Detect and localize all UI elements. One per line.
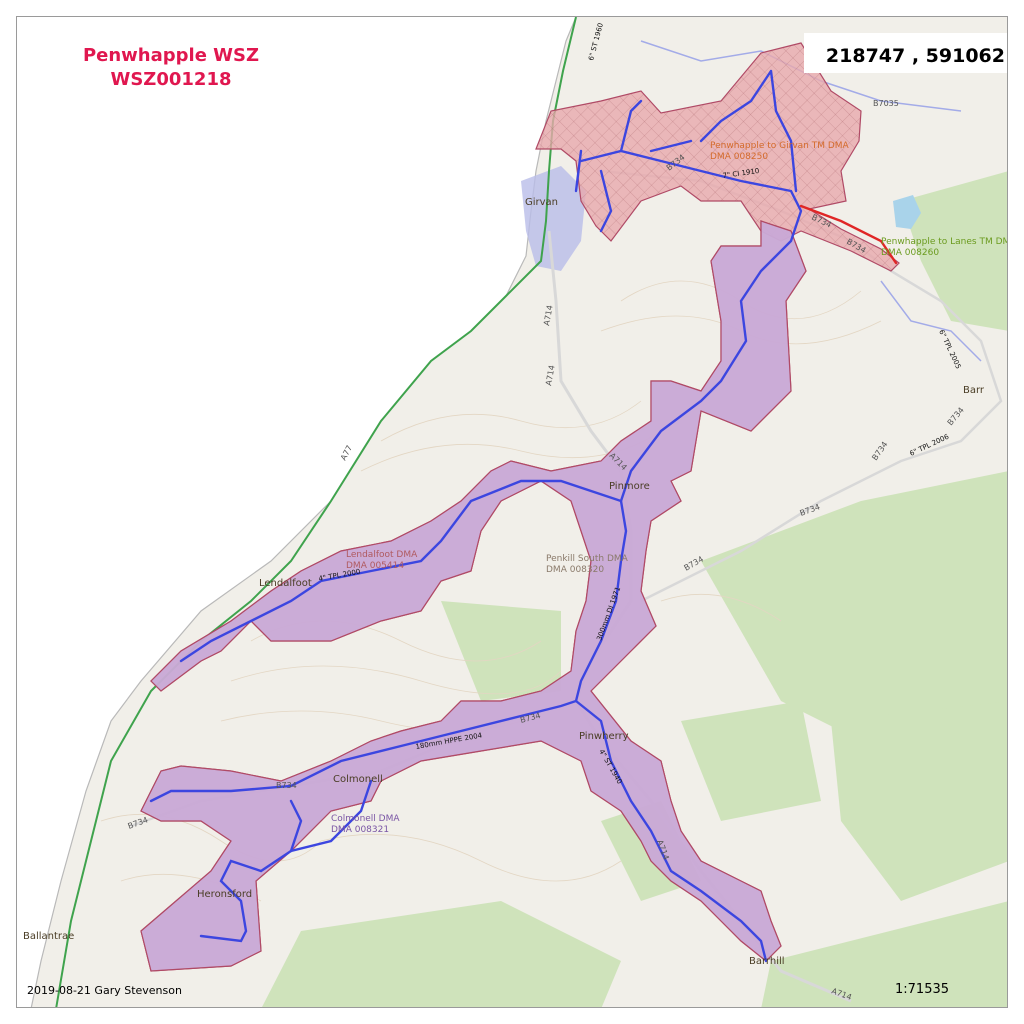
a77-road	[55, 17, 577, 1007]
red-zone[interactable]	[535, 42, 900, 272]
road-label-a77: A77	[339, 444, 354, 462]
dma-girvan-tm-name: Penwhapple to Girvan TM DMA	[710, 141, 850, 151]
dma-girvan-tm-code: DMA 008250	[710, 152, 768, 162]
town-pinmore: Pinmore	[609, 481, 650, 492]
dma-lanes-tm-code: DMA 008260	[881, 248, 939, 258]
road-label-b7035: B7035	[873, 99, 899, 108]
town-colmonell: Colmonell	[333, 774, 383, 785]
purple-zone[interactable]	[140, 220, 807, 972]
dma-lanes-tm-name: Penwhapple to Lanes TM DMA	[881, 237, 1008, 247]
credit-text: 2019-08-21 Gary Stevenson	[27, 984, 182, 997]
map-subtitle: WSZ001218	[110, 69, 232, 90]
coordinate-readout: 218747 , 591062	[803, 33, 1007, 73]
dma-penkill-name: Penkill South DMA	[546, 554, 629, 564]
town-labels: Girvan Barr Pinmore Lendalfoot Pinwherry…	[23, 197, 985, 967]
map-canvas[interactable]: A77 A714 A714 A714 A714 A714 B734 B734 B…	[17, 17, 1008, 1008]
dma-penkill-code: DMA 008320	[546, 565, 604, 575]
town-girvan: Girvan	[525, 197, 558, 208]
road-label-b734: B734	[276, 781, 297, 790]
town-barr: Barr	[963, 385, 985, 396]
road-label-a714: A714	[544, 364, 556, 386]
map-frame: A77 A714 A714 A714 A714 A714 B734 B734 B…	[16, 16, 1008, 1008]
road-label-a714: A714	[542, 304, 554, 326]
scale-readout: 1:71535	[895, 982, 950, 997]
dma-colmonell-code: DMA 008321	[331, 825, 389, 835]
map-title: Penwhapple WSZ	[82, 45, 260, 66]
dma-lendalfoot-name: Lendalfoot DMA	[346, 550, 418, 560]
girvan-town-area	[521, 166, 586, 271]
town-ballantrae: Ballantrae	[23, 931, 74, 942]
loch	[893, 195, 921, 229]
dma-lendalfoot-code: DMA 005414	[346, 561, 404, 571]
minor-road-blue	[880, 280, 982, 362]
water-mains	[149, 69, 898, 963]
town-pinwherry: Pinwherry	[579, 731, 629, 742]
dma-labels: Penwhapple to Girvan TM DMA DMA 008250 P…	[331, 141, 1008, 835]
town-heronsford: Heronsford	[197, 889, 252, 900]
town-lendalfoot: Lendalfoot	[259, 578, 312, 589]
town-barrhill: Barrhill	[749, 956, 785, 967]
dma-colmonell-name: Colmonell DMA	[331, 814, 400, 824]
